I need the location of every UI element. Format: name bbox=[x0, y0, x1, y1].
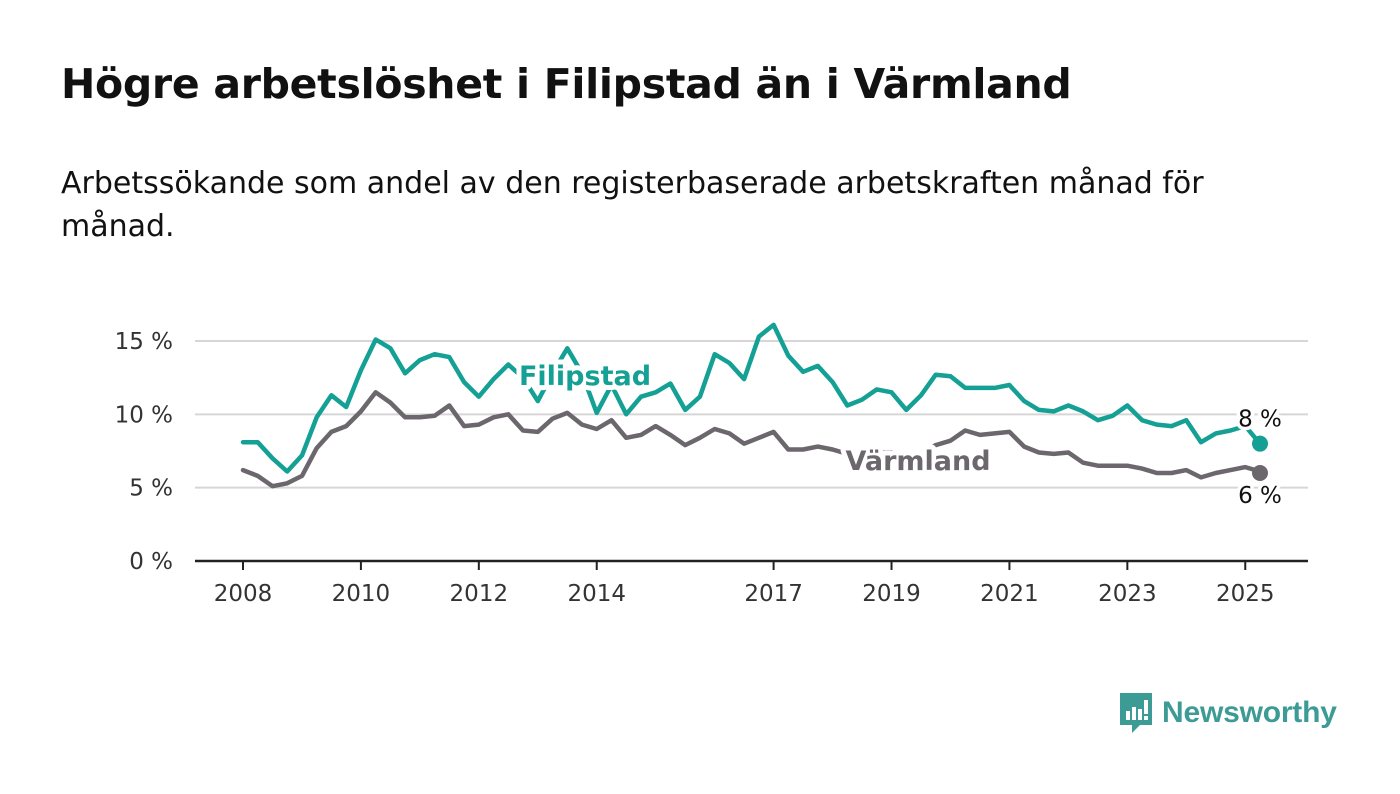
chart-title: Högre arbetslöshet i Filipstad än i Värm… bbox=[61, 60, 1072, 108]
x-tick-label: 2012 bbox=[450, 581, 509, 607]
x-tick-label: 2014 bbox=[567, 581, 626, 607]
x-tick-label: 2019 bbox=[862, 581, 921, 607]
series-end-label: 6 % bbox=[1238, 483, 1282, 509]
series-end-point-0 bbox=[1252, 435, 1268, 452]
brand-logo[interactable]: Newsworthy bbox=[1118, 690, 1337, 736]
series-end-label: 8 % bbox=[1238, 407, 1282, 433]
series-end-point-1 bbox=[1252, 465, 1268, 481]
x-tick-label: 2008 bbox=[214, 581, 273, 607]
y-tick-label: 0 % bbox=[129, 549, 173, 575]
series-line-1 bbox=[240, 390, 1263, 489]
series-label-halo: Filipstad bbox=[519, 361, 651, 392]
y-tick-label: 10 % bbox=[115, 402, 173, 428]
y-tick-label: 15 % bbox=[115, 329, 173, 355]
series-name-label: Filipstad bbox=[519, 361, 651, 392]
series-line-0 bbox=[240, 322, 1263, 474]
series-label-halo: Värmland bbox=[845, 446, 990, 477]
x-tick-label: 2025 bbox=[1216, 581, 1275, 607]
x-tick-label: 2021 bbox=[980, 581, 1039, 607]
series bbox=[240, 322, 1268, 489]
axes: 0 % 5 % 10 % 15 % 2008 2010 2012 2014 2017 2019 20… bbox=[115, 329, 1308, 607]
chart-subtitle: Arbetssökande som andel av den registerb… bbox=[61, 166, 1204, 244]
series-name-label: Värmland bbox=[845, 446, 990, 477]
x-tick-label: 2017 bbox=[744, 581, 803, 607]
brand-name: Newsworthy bbox=[1162, 696, 1337, 729]
y-tick-label: 5 % bbox=[129, 476, 173, 502]
end-label-halo: 8 % bbox=[1238, 407, 1282, 433]
newsworthy-logo-icon bbox=[1120, 693, 1152, 733]
end-label-halo: 6 % bbox=[1238, 483, 1282, 509]
x-tick-label: 2010 bbox=[332, 581, 391, 607]
x-tick-label: 2023 bbox=[1098, 581, 1157, 607]
